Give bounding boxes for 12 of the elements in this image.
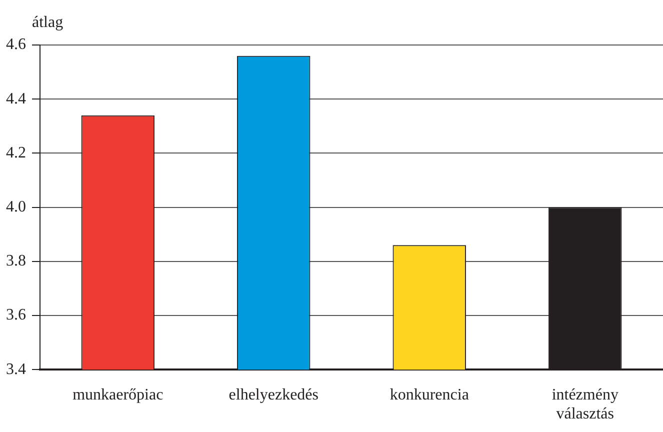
y-axis-title: átlag <box>32 14 64 31</box>
x-tick-label: konkurencia <box>390 386 469 404</box>
y-tick-label: 3.4 <box>6 360 26 378</box>
y-tick-label: 4.0 <box>6 198 26 216</box>
y-tick-label: 4.2 <box>6 144 26 162</box>
x-tick-label: elhelyezkedés <box>228 386 318 404</box>
x-tick-label: munkaerőpiac <box>72 386 164 404</box>
y-tick-label: 4.4 <box>6 90 26 108</box>
y-tick-label: 3.6 <box>6 306 26 324</box>
y-tick-label: 4.6 <box>6 36 26 54</box>
x-tick-label: intézmény választás <box>552 386 618 423</box>
y-tick-label: 3.8 <box>6 252 26 270</box>
